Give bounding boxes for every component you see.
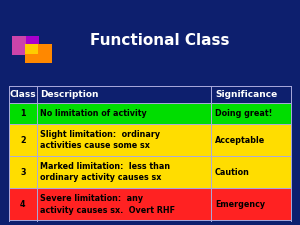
Text: Doing great!: Doing great! — [215, 109, 272, 118]
Text: Class: Class — [10, 90, 36, 99]
FancyBboxPatch shape — [25, 44, 38, 54]
Text: Significance: Significance — [215, 90, 277, 99]
Text: Caution: Caution — [215, 168, 250, 177]
Text: No limitation of activity: No limitation of activity — [40, 109, 147, 118]
Bar — [9, 103, 291, 124]
Bar — [9, 188, 291, 220]
Text: Functional Class: Functional Class — [90, 33, 230, 48]
Text: Severe limitation:  any
activity causes sx.  Overt RHF: Severe limitation: any activity causes s… — [40, 194, 175, 214]
Bar — [9, 86, 291, 103]
Text: Emergency: Emergency — [215, 200, 265, 209]
Text: Slight limitation:  ordinary
activities cause some sx: Slight limitation: ordinary activities c… — [40, 130, 160, 150]
Text: 3: 3 — [20, 168, 26, 177]
Text: 1: 1 — [20, 109, 26, 118]
Text: 2: 2 — [20, 136, 26, 145]
Bar — [9, 156, 291, 188]
Text: Description: Description — [40, 90, 99, 99]
Text: Marked limitation:  less than
ordinary activity causes sx: Marked limitation: less than ordinary ac… — [40, 162, 170, 182]
Text: Acceptable: Acceptable — [215, 136, 265, 145]
FancyBboxPatch shape — [12, 36, 26, 55]
FancyBboxPatch shape — [25, 44, 52, 63]
Bar — [9, 124, 291, 156]
Text: 4: 4 — [20, 200, 26, 209]
FancyBboxPatch shape — [12, 36, 39, 55]
